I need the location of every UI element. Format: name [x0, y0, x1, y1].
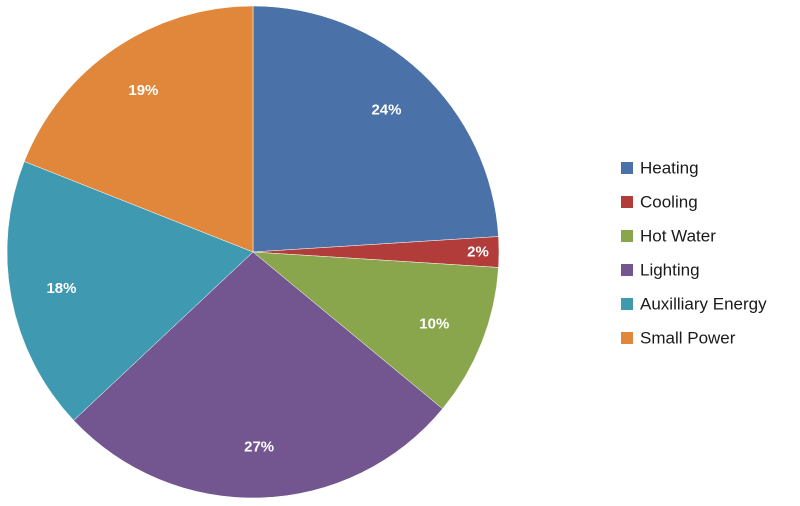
slice-label-cooling: 2% — [467, 244, 489, 261]
legend-item-heating: Heating — [621, 159, 699, 178]
slice-label-small-power: 19% — [128, 82, 158, 99]
pie-slice-lighting — [73, 251, 443, 499]
legend-item-auxilliary-energy: Auxilliary Energy — [621, 295, 767, 314]
legend-item-lighting: Lighting — [621, 261, 700, 280]
legend-swatch-hot-water — [621, 230, 633, 242]
legend-item-small-power: Small Power — [621, 329, 736, 348]
legend: Heating Cooling Hot Water Lighting Auxilliar… — [621, 159, 767, 348]
slice-labels: 24% 2% 10% 27% 18% 19% — [46, 82, 488, 455]
pie-slice-hot-water — [252, 251, 499, 410]
slice-label-lighting: 27% — [244, 438, 274, 455]
slice-label-hot-water: 10% — [419, 315, 449, 332]
legend-swatch-small-power — [621, 332, 633, 344]
slice-label-auxilliary-energy: 18% — [46, 280, 76, 297]
pie-slices — [6, 5, 500, 499]
legend-label-hot-water: Hot Water — [640, 227, 716, 246]
legend-swatch-auxilliary-energy — [621, 298, 633, 310]
legend-label-lighting: Lighting — [640, 261, 700, 280]
legend-swatch-lighting — [621, 264, 633, 276]
legend-label-cooling: Cooling — [640, 193, 698, 212]
legend-swatch-cooling — [621, 196, 633, 208]
slice-label-heating: 24% — [371, 101, 401, 118]
legend-label-small-power: Small Power — [640, 329, 736, 348]
pie-slice-heating — [252, 5, 499, 253]
legend-item-hot-water: Hot Water — [621, 227, 716, 246]
legend-label-auxilliary-energy: Auxilliary Energy — [640, 295, 767, 314]
legend-item-cooling: Cooling — [621, 193, 698, 212]
pie-slice-auxilliary-energy — [6, 161, 254, 421]
legend-swatch-heating — [621, 162, 633, 174]
pie-slice-small-power — [23, 5, 254, 253]
legend-label-heating: Heating — [640, 159, 699, 178]
